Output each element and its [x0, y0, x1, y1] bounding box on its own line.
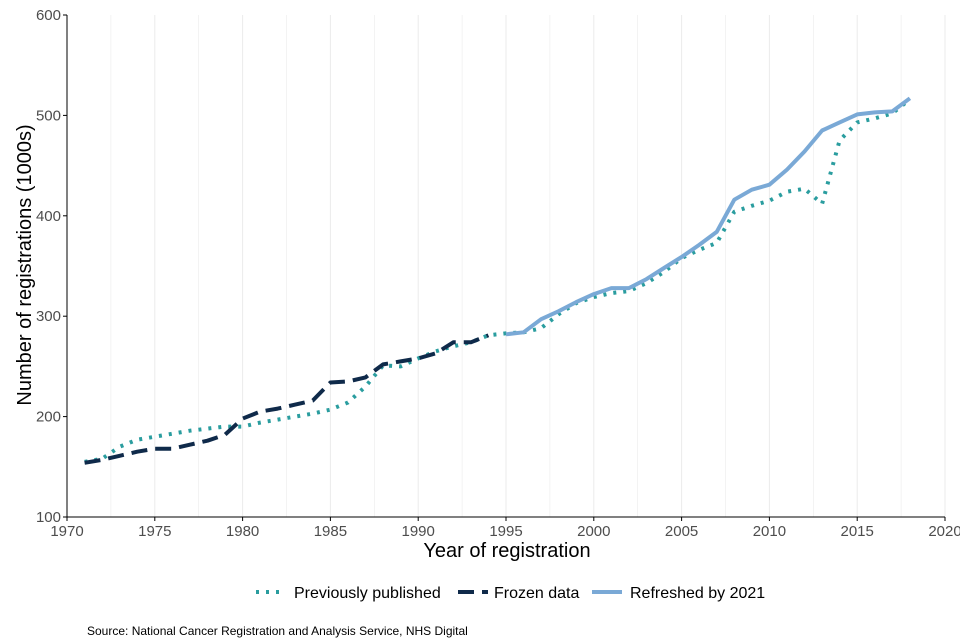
y-tick-label: 400: [36, 208, 61, 225]
series-line-dashed: [84, 333, 490, 465]
legend: Previously published Frozen data Refreshed…: [256, 585, 765, 602]
y-tick-label: 500: [36, 107, 61, 124]
y-axis-title: Number of registrations (1000s): [14, 124, 36, 405]
series-lines: [84, 96, 912, 465]
x-tick-label: 2020: [928, 523, 960, 540]
legend-label: Previously published: [294, 585, 441, 602]
legend-label: Frozen data: [494, 585, 579, 602]
y-tick-label: 100: [36, 509, 61, 526]
x-axis-title: Year of registration: [423, 540, 590, 562]
source-note: Source: National Cancer Registration and…: [87, 624, 468, 638]
x-tick-label: 1975: [138, 523, 171, 540]
x-tick-label: 2000: [577, 523, 610, 540]
x-tick-label: 1985: [314, 523, 347, 540]
y-axis-ticks: 100 200 300 400 500 600: [36, 7, 67, 526]
y-tick-label: 600: [36, 7, 61, 24]
y-tick-label: 200: [36, 409, 61, 426]
x-tick-label: 2015: [841, 523, 874, 540]
x-tick-label: 2005: [665, 523, 698, 540]
x-tick-label: 2010: [753, 523, 786, 540]
legend-label: Refreshed by 2021: [630, 585, 765, 602]
x-tick-label: 1990: [402, 523, 435, 540]
x-tick-label: 1980: [226, 523, 259, 540]
x-tick-label: 1995: [489, 523, 522, 540]
y-tick-label: 300: [36, 308, 61, 325]
x-gridlines: [66, 15, 946, 517]
series-line-dotted: [84, 97, 912, 464]
x-tick-label: 1970: [50, 523, 83, 540]
series-line-solid: [505, 96, 912, 337]
x-axis-ticks: 1970 1975 1980 1985 1990 1995 2000 2005 2010 2015…: [50, 517, 960, 540]
